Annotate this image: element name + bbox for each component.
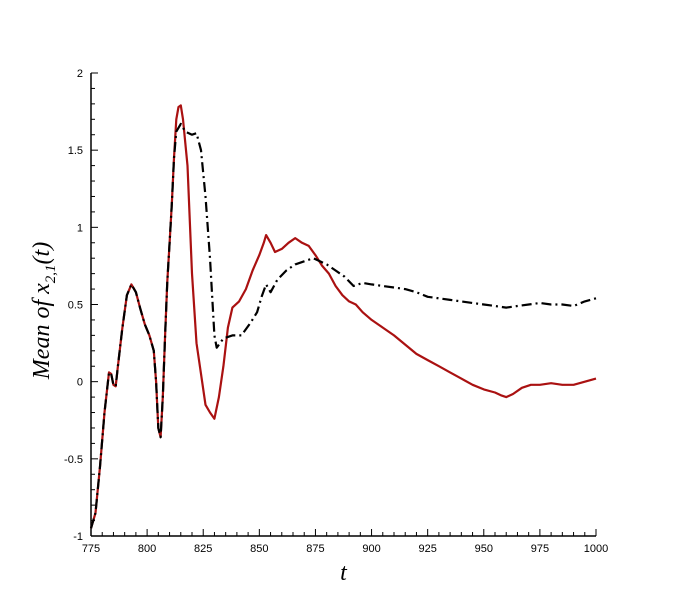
- x-tick-label: 850: [250, 543, 268, 555]
- y-tick-label: 1: [77, 222, 83, 234]
- x-tick-label: 950: [475, 543, 493, 555]
- x-tick-label: 775: [82, 543, 100, 555]
- x-tick-label: 825: [194, 543, 212, 555]
- y-tick-label: -0.5: [64, 454, 83, 466]
- series-layer: [89, 104, 597, 529]
- y-axis-label-subscript: 2,1: [43, 264, 59, 283]
- x-tick-label: 875: [306, 543, 324, 555]
- x-tick-label: 1000: [584, 543, 608, 555]
- series-line-red: [89, 104, 597, 529]
- x-axis-ticks: 775 800 825 850 875 900 925 950 975 1000: [82, 529, 608, 555]
- y-tick-label: 0.5: [68, 300, 83, 312]
- x-tick-label: 975: [531, 543, 549, 555]
- y-tick-label: 1.5: [68, 145, 83, 157]
- y-tick-label: 2: [77, 68, 83, 80]
- y-axis-label-suffix: (t): [29, 242, 55, 265]
- y-axis-label: Mean of x2,1(t): [29, 242, 59, 380]
- x-tick-label: 925: [418, 543, 436, 555]
- x-tick-label: 800: [138, 543, 156, 555]
- y-axis-label-main: Mean of x: [29, 283, 55, 380]
- y-axis-ticks: -1 -0.5 0 0.5 1 1.5 2: [64, 68, 98, 543]
- y-tick-label: -1: [73, 531, 83, 543]
- series-line-black-dashdot: [89, 122, 597, 529]
- y-tick-label: 0: [77, 377, 83, 389]
- x-axis-label: t: [340, 560, 348, 586]
- x-tick-label: 900: [362, 543, 380, 555]
